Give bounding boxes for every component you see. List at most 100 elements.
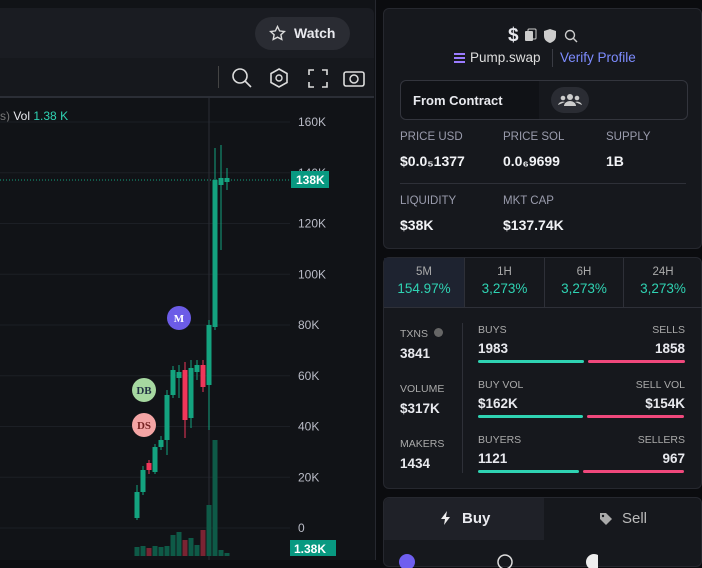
volume-bar: [164, 546, 170, 556]
buy-label: BUY VOL: [478, 379, 524, 391]
sell-label: SELL VOL: [635, 379, 685, 391]
sell-label: SELLS: [652, 324, 685, 336]
candle-body: [194, 365, 200, 372]
sell-value: 967: [662, 451, 685, 466]
candle-body: [200, 365, 206, 387]
sell-value: 1858: [654, 341, 685, 356]
activity-value: 1434: [400, 456, 431, 471]
candle-body: [134, 492, 140, 518]
trade-marker-label: DB: [136, 385, 152, 397]
y-tick-label: 60K: [298, 369, 319, 383]
y-tick-label: 80K: [298, 318, 319, 332]
trade-card: Buy Sell: [383, 497, 702, 568]
stat-label: PRICE USD: [400, 131, 463, 143]
timeframe-label: 5M: [416, 266, 432, 278]
contract-label: From Contract: [413, 93, 503, 108]
activity-value: $317K: [400, 401, 440, 416]
contract-box: From Contract: [400, 80, 688, 120]
volume-bar: [188, 538, 194, 556]
contract-button[interactable]: From Contract: [401, 81, 539, 119]
buy-label: BUYERS: [478, 434, 522, 446]
buy-value: 1983: [478, 341, 509, 356]
volume-bar: [206, 505, 212, 556]
timeframe-tab[interactable]: 24H 3,273%: [623, 258, 702, 307]
token-icons[interactable]: [524, 28, 580, 44]
token-card: $ Pump.swap Verify Profile From Contract…: [383, 8, 702, 249]
order-options[interactable]: [398, 552, 598, 568]
volume-bar: [218, 550, 224, 556]
chart-panel: Watch s) Vol 1.38 K 160K140K120K100K80K6…: [0, 0, 376, 560]
candle-body: [218, 178, 224, 185]
sell-bar: [583, 470, 684, 473]
sell-bar: [587, 415, 684, 418]
volume-bar: [200, 530, 206, 556]
watch-label: Watch: [294, 25, 336, 41]
timeframe-label: 24H: [652, 266, 674, 278]
trade-marker: [132, 378, 156, 402]
volume-bar: [194, 545, 200, 556]
timeframe-tab[interactable]: 1H 3,273%: [464, 258, 544, 307]
stat-label: SUPPLY: [606, 131, 651, 143]
vol-value: 1.38 K: [33, 109, 69, 123]
y-tick-label: 20K: [298, 470, 319, 484]
y-tick-label: 40K: [298, 420, 319, 434]
activity-label: TXNS: [400, 328, 429, 340]
sell-label: Sell: [622, 510, 648, 527]
sell-tab[interactable]: Sell: [544, 498, 702, 540]
stat-value: 0.0₆9699: [503, 153, 560, 169]
volume-bar: [152, 546, 158, 556]
watch-button[interactable]: Watch: [255, 17, 350, 50]
divider: [552, 49, 553, 67]
candle-body: [206, 325, 212, 385]
dex-name: Pump.swap: [470, 50, 541, 65]
candle-body: [170, 370, 176, 395]
trade-marker: [167, 306, 191, 330]
timeframe-change: 3,273%: [561, 281, 607, 296]
volume-bar: [176, 532, 182, 556]
toolbar-divider: [218, 66, 219, 88]
volume-bar: [170, 535, 176, 556]
candle-body: [212, 180, 218, 327]
activity-label: VOLUME: [400, 383, 445, 395]
y-tick-label: 100K: [298, 267, 326, 281]
candle-body: [146, 463, 152, 470]
buy-label: Buy: [462, 510, 491, 527]
y-tick-label: 0: [298, 521, 305, 535]
trade-marker: [132, 413, 156, 437]
buy-value: $162K: [478, 396, 518, 411]
divider: [400, 183, 686, 184]
volume-tag: [290, 540, 336, 556]
trade-marker-label: DS: [137, 420, 151, 432]
volume-bar: [224, 553, 230, 556]
timeframe-change: 154.97%: [397, 281, 451, 296]
buy-bar: [478, 360, 584, 363]
volume-bar: [158, 547, 164, 556]
buy-bar: [478, 415, 583, 418]
community-button[interactable]: [551, 87, 589, 113]
divider: [462, 323, 463, 473]
timeframe-tab[interactable]: 6H 3,273%: [544, 258, 623, 307]
toolbar-icons[interactable]: [230, 66, 370, 90]
volume-bar: [146, 548, 152, 556]
sell-value: $154K: [645, 396, 685, 411]
verify-link[interactable]: Verify Profile: [560, 50, 636, 65]
info-icon: [434, 328, 443, 337]
buy-bar: [478, 470, 579, 473]
stat-value: $0.0₅1377: [400, 153, 465, 169]
timeframe-tab[interactable]: 5M 154.97%: [384, 258, 464, 307]
stat-label: PRICE SOL: [503, 131, 565, 143]
chart-legend: s) Vol 1.38 K: [0, 109, 68, 123]
candle-body: [188, 368, 194, 418]
divider: [384, 307, 702, 308]
timeframe-change: 3,273%: [640, 281, 686, 296]
trade-marker-label: M: [174, 313, 185, 325]
candle-body: [182, 370, 188, 420]
y-tick-label: 120K: [298, 217, 326, 231]
volume-bar: [182, 540, 188, 556]
stat-label: LIQUIDITY: [400, 195, 457, 207]
candle-body: [152, 447, 158, 472]
buy-tab[interactable]: Buy: [384, 498, 544, 540]
buy-value: 1121: [478, 451, 508, 466]
vol-label: Vol: [13, 109, 31, 123]
